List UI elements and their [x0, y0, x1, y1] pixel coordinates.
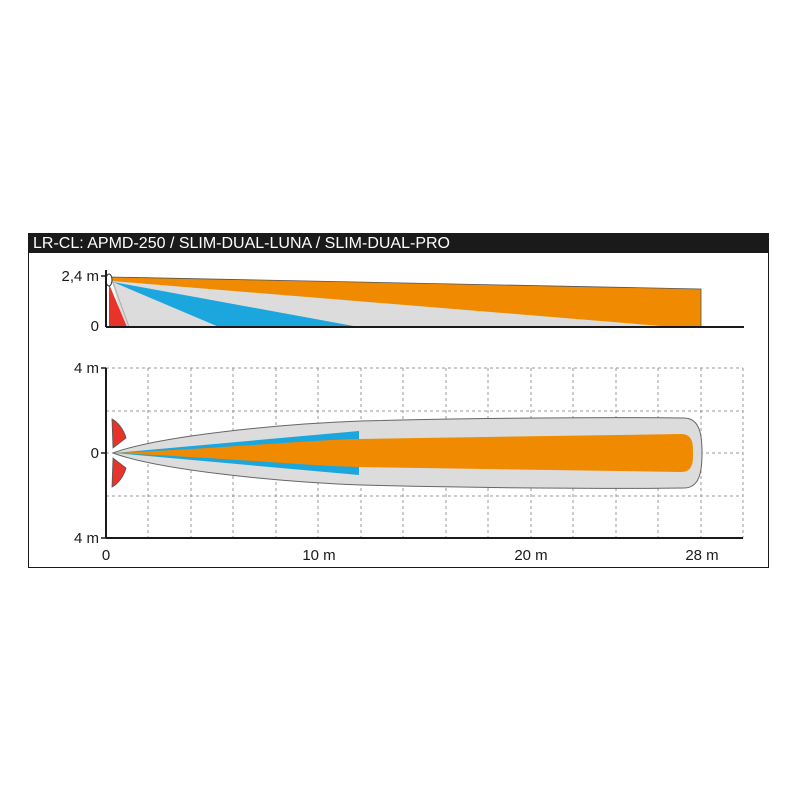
diagram-title: LR-CL: APMD-250 / SLIM-DUAL-LUNA / SLIM-… [29, 234, 768, 253]
side-pir-zone [113, 282, 359, 327]
x-label-20m: 20 m [514, 547, 547, 564]
detection-pattern-diagram: 2,4 m 0 [61, 268, 744, 564]
side-y-label-bottom: 0 [91, 318, 99, 335]
x-label-0: 0 [102, 547, 110, 564]
side-orange-outline [110, 276, 702, 327]
top-view: 4 m 0 4 m 0 10 m 20 m 28 m [74, 360, 744, 564]
top-y-label-top: 4 m [74, 360, 99, 377]
top-creep-zone-lower [111, 457, 127, 488]
x-label-28m: 28 m [685, 547, 718, 564]
top-creep-zone-upper [111, 418, 127, 449]
side-y-label-top: 2,4 m [61, 268, 99, 285]
x-label-10m: 10 m [302, 547, 335, 564]
side-creep-zone [109, 284, 127, 327]
top-y-label-middle: 0 [91, 445, 99, 462]
side-microwave-zone [111, 277, 701, 327]
top-y-label-bottom: 4 m [74, 530, 99, 547]
side-view: 2,4 m 0 [61, 268, 744, 335]
diagram-frame: LR-CL: APMD-250 / SLIM-DUAL-LUNA / SLIM-… [28, 233, 769, 568]
side-fan-edge [110, 276, 130, 328]
top-microwave-zone [114, 434, 693, 472]
